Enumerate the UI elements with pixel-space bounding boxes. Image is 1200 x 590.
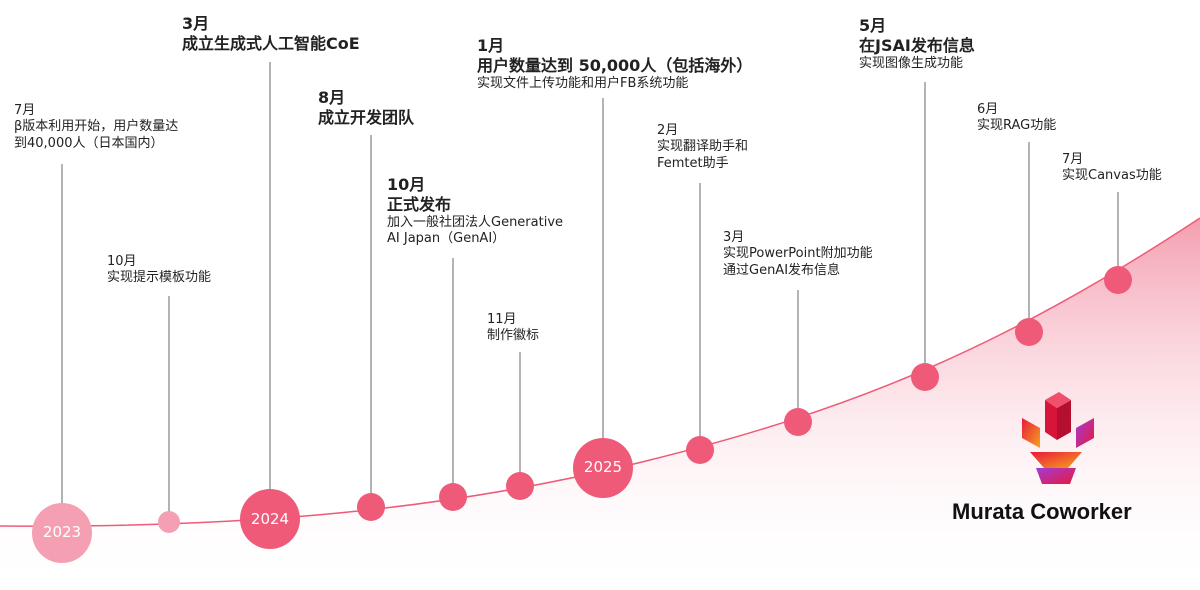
event-month: 3月 <box>182 14 210 33</box>
milestone-dot <box>1015 318 1043 346</box>
event-detail: β版本利用开始，用户数量达 <box>14 119 179 135</box>
event-2025-jan: 1月 用户数量达到 50,000人（包括海外） 实现文件上传功能和用户FB系统功… <box>477 36 752 92</box>
event-detail: 实现Canvas功能 <box>1062 168 1162 184</box>
event-month: 8月 <box>318 88 346 107</box>
event-month: 10月 <box>387 175 426 194</box>
event-detail: 制作徽标 <box>487 328 540 344</box>
milestone-dot <box>158 511 180 533</box>
year-marker-2024 <box>240 489 300 549</box>
event-2024-mar: 3月 成立生成式人工智能CoE <box>182 14 360 54</box>
event-headline: 在JSAI发布信息 <box>859 36 975 55</box>
event-headline: 用户数量达到 50,000人（包括海外） <box>477 56 753 75</box>
event-detail: Femtet助手 <box>657 155 729 171</box>
event-detail: 实现文件上传功能和用户FB系统功能 <box>477 76 689 91</box>
event-detail: 实现RAG功能 <box>977 118 1057 134</box>
milestone-dot <box>506 472 534 500</box>
year-label-2024: 2024 <box>250 510 290 528</box>
event-detail: 实现PowerPoint附加功能 <box>723 246 873 262</box>
event-2025-feb: 2月 实现翻译助手和 Femtet助手 <box>657 123 748 172</box>
year-marker-2025 <box>573 438 633 498</box>
brand-name: Murata Coworker <box>952 499 1132 524</box>
event-2025-jul: 7月 实现Canvas功能 <box>1062 152 1162 185</box>
event-month: 5月 <box>859 16 887 35</box>
event-headline: 成立生成式人工智能CoE <box>182 34 360 53</box>
event-2025-may: 5月 在JSAI发布信息 实现图像生成功能 <box>859 16 975 72</box>
year-label-2023: 2023 <box>42 523 82 541</box>
year-label-2025: 2025 <box>583 458 623 476</box>
event-2025-jun: 6月 实现RAG功能 <box>977 102 1056 135</box>
milestone-dot <box>357 493 385 521</box>
event-detail: 实现图像生成功能 <box>859 56 964 71</box>
event-2025-mar: 3月 实现PowerPoint附加功能 通过GenAI发布信息 <box>723 230 873 279</box>
event-detail: 加入一般社团法人Generative <box>387 215 564 230</box>
event-month: 7月 <box>14 103 36 118</box>
event-detail: 实现提示模板功能 <box>107 270 212 286</box>
event-headline: 正式发布 <box>387 195 452 214</box>
event-2024-aug: 8月 成立开发团队 <box>318 88 414 128</box>
event-detail: 实现翻译助手和 <box>657 139 749 155</box>
event-2024-nov: 11月 制作徽标 <box>487 312 539 345</box>
event-month: 7月 <box>1062 152 1084 167</box>
growth-area <box>0 218 1200 590</box>
event-detail: 到40,000人（日本国内） <box>14 135 164 151</box>
event-2024-oct: 10月 正式发布 加入一般社团法人Generative AI Japan（Gen… <box>387 175 563 248</box>
event-headline: 成立开发团队 <box>318 108 415 127</box>
event-2023-oct: 10月 实现提示模板功能 <box>107 254 211 287</box>
event-month: 11月 <box>487 312 517 327</box>
event-month: 1月 <box>477 36 505 55</box>
event-month: 3月 <box>723 230 745 245</box>
brand-logo-icon <box>1022 392 1094 484</box>
event-detail: 通过GenAI发布信息 <box>723 262 841 278</box>
event-2023-jul: 7月 β版本利用开始，用户数量达 到40,000人（日本国内） <box>14 103 178 152</box>
event-detail: AI Japan（GenAI） <box>387 231 506 247</box>
event-month: 2月 <box>657 123 679 138</box>
milestone-dot <box>1104 266 1132 294</box>
milestone-dot <box>911 363 939 391</box>
event-month: 6月 <box>977 102 999 117</box>
milestone-dot <box>686 436 714 464</box>
milestone-dot <box>439 483 467 511</box>
milestone-dot <box>784 408 812 436</box>
year-marker-2023 <box>32 503 92 563</box>
event-month: 10月 <box>107 254 137 269</box>
